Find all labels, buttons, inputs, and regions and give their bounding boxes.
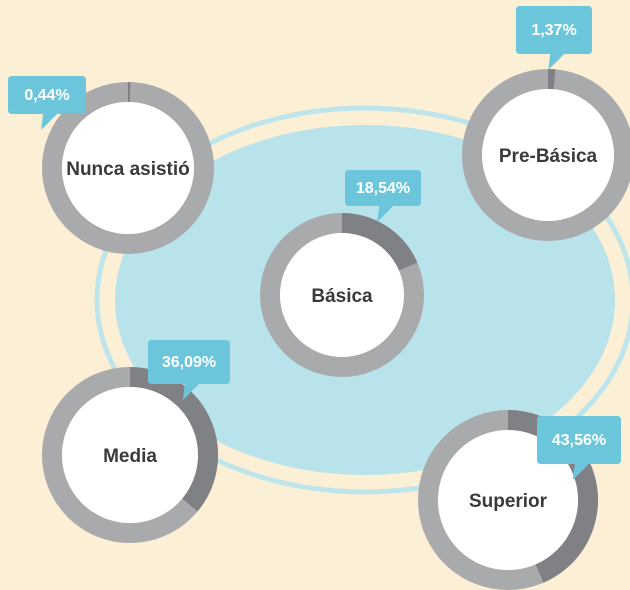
label-bubble <box>516 6 592 70</box>
value-label: 36,09% <box>162 354 216 371</box>
value-label: 0,44% <box>24 87 69 104</box>
category-label: Media <box>103 446 157 467</box>
value-label: 43,56% <box>552 432 606 449</box>
outer-ring <box>94 105 630 495</box>
label-bubble <box>148 340 230 400</box>
donut-center <box>62 102 194 234</box>
donut-center <box>438 430 578 570</box>
label-bubble <box>537 416 621 480</box>
donut-center <box>62 387 198 523</box>
label-bubble <box>345 170 421 222</box>
value-label: 1,37% <box>531 22 576 39</box>
donut-center <box>280 233 404 357</box>
donut-segment <box>341 213 418 271</box>
label-bubble <box>8 76 86 130</box>
category-label: Nunca asistió <box>66 159 190 180</box>
category-label: Básica <box>311 286 373 307</box>
category-label: Pre-Básica <box>499 146 598 167</box>
value-label: 18,54% <box>356 180 410 197</box>
donut-track <box>42 82 214 254</box>
donut-center <box>482 89 614 221</box>
category-label: Superior <box>469 491 548 512</box>
